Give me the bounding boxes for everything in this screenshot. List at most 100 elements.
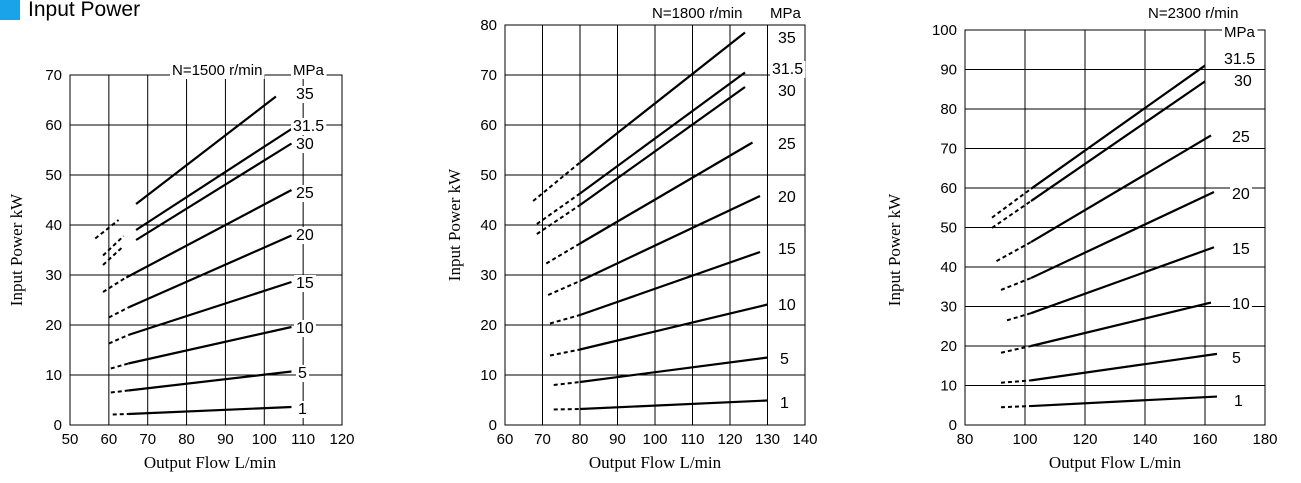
series-line-solid: [135, 142, 293, 241]
section-title: Input Power: [28, 0, 141, 21]
series-line-solid: [579, 250, 761, 317]
speed-condition-label: N=1800 r/min: [652, 5, 742, 22]
x-tick-label: 120: [717, 431, 742, 448]
y-tick-label: 0: [949, 417, 957, 434]
y-tick-label: 30: [480, 267, 497, 284]
series-line-dashed: [102, 277, 125, 293]
y-tick-label: 60: [45, 117, 62, 134]
series-line-solid: [579, 31, 746, 164]
label-background: [170, 62, 265, 79]
series-line-solid: [579, 195, 761, 282]
label-background: [294, 320, 316, 337]
series-line-solid: [1030, 395, 1218, 408]
x-tick-label: 90: [217, 431, 234, 448]
y-tick-label: 70: [940, 141, 957, 158]
label-background: [1222, 24, 1258, 41]
y-axis-title: Input Power kW: [885, 193, 904, 306]
series-line-dashed: [1000, 277, 1032, 291]
pressure-unit-label: MPa: [770, 5, 802, 22]
x-tick-label: 100: [1012, 431, 1037, 448]
series-line-dashed: [1000, 345, 1032, 354]
speed-condition-label: N=1500 r/min: [172, 62, 262, 79]
y-tick-label: 50: [45, 167, 62, 184]
y-tick-label: 50: [940, 220, 957, 237]
y-tick-label: 0: [54, 417, 62, 434]
x-axis-title: Output Flow L/min: [589, 453, 722, 472]
y-tick-label: 70: [45, 67, 62, 84]
series-line-dashed: [549, 348, 581, 357]
chart-2: 60 70 80 90 100 110 120 130 14001020304050607080…: [445, 5, 818, 472]
y-axis-title: Input Power kW: [445, 168, 464, 281]
pressure-label: 5: [1232, 350, 1241, 367]
label-background: [1232, 393, 1245, 410]
series-line-solid: [579, 303, 768, 351]
label-background: [294, 275, 316, 292]
label-background: [776, 136, 798, 153]
chart-3: 80 100 120 140 160 1800102030405060708090100N…: [885, 5, 1278, 472]
y-tick-label: 60: [940, 180, 957, 197]
series-line-dashed: [996, 241, 1032, 262]
label-background: [294, 227, 316, 244]
pressure-label: 20: [1232, 186, 1250, 203]
series-line-dashed: [553, 381, 581, 386]
x-tick-label: 80: [957, 431, 974, 448]
x-tick-label: 90: [609, 431, 626, 448]
label-background: [1146, 5, 1241, 22]
pressure-label: 25: [778, 136, 796, 153]
series-line-solid: [1030, 64, 1206, 190]
label-background: [776, 189, 798, 206]
series-line-dashed: [94, 219, 120, 240]
y-tick-label: 40: [940, 259, 957, 276]
x-tick-label: 80: [178, 431, 195, 448]
pressure-label: 20: [778, 189, 796, 206]
x-axis-title: Output Flow L/min: [1049, 453, 1182, 472]
series-line-solid: [579, 86, 746, 206]
pressure-label: 31.5: [293, 118, 324, 135]
series-line-solid: [1030, 301, 1212, 348]
label-background: [1222, 51, 1258, 68]
series-line-dashed: [547, 280, 581, 296]
y-tick-label: 20: [940, 338, 957, 355]
pressure-label: 1: [1234, 393, 1243, 410]
x-axis-title: Output Flow L/min: [144, 453, 277, 472]
label-background: [778, 395, 791, 412]
y-tick-label: 70: [480, 67, 497, 84]
x-tick-label: 140: [792, 431, 817, 448]
label-background: [1230, 241, 1252, 258]
x-tick-label: 80: [572, 431, 589, 448]
series-line-dashed: [536, 204, 581, 235]
label-background: [294, 86, 316, 103]
label-background: [778, 351, 791, 368]
y-tick-label: 10: [480, 367, 497, 384]
x-tick-label: 60: [101, 431, 118, 448]
series-line-dashed: [991, 187, 1032, 219]
series-line-solid: [1030, 352, 1218, 382]
label-background: [296, 401, 309, 418]
label-background: [776, 83, 798, 100]
label-background: [1230, 186, 1252, 203]
x-tick-label: 130: [755, 431, 780, 448]
pressure-label: 30: [296, 136, 314, 153]
label-background: [291, 118, 327, 135]
series-line-solid: [127, 234, 292, 309]
series-line-dashed: [102, 245, 125, 266]
y-tick-label: 0: [489, 417, 497, 434]
series-line-dashed: [112, 413, 129, 416]
x-tick-label: 160: [1192, 431, 1217, 448]
y-tick-label: 20: [480, 317, 497, 334]
series-line-solid: [579, 71, 746, 195]
y-tick-label: 80: [480, 17, 497, 34]
pressure-label: 10: [1232, 296, 1250, 313]
label-background: [768, 5, 804, 22]
label-background: [1230, 296, 1252, 313]
pressure-label: 25: [1232, 129, 1250, 146]
series-line-dashed: [991, 200, 1032, 229]
series-line-dashed: [110, 362, 129, 370]
pressure-label: 31.5: [1224, 51, 1255, 68]
y-tick-label: 90: [940, 62, 957, 79]
x-tick-label: 140: [1132, 431, 1157, 448]
pressure-label: 1: [298, 401, 307, 418]
pressure-label: 1: [780, 395, 789, 412]
label-background: [770, 61, 806, 78]
